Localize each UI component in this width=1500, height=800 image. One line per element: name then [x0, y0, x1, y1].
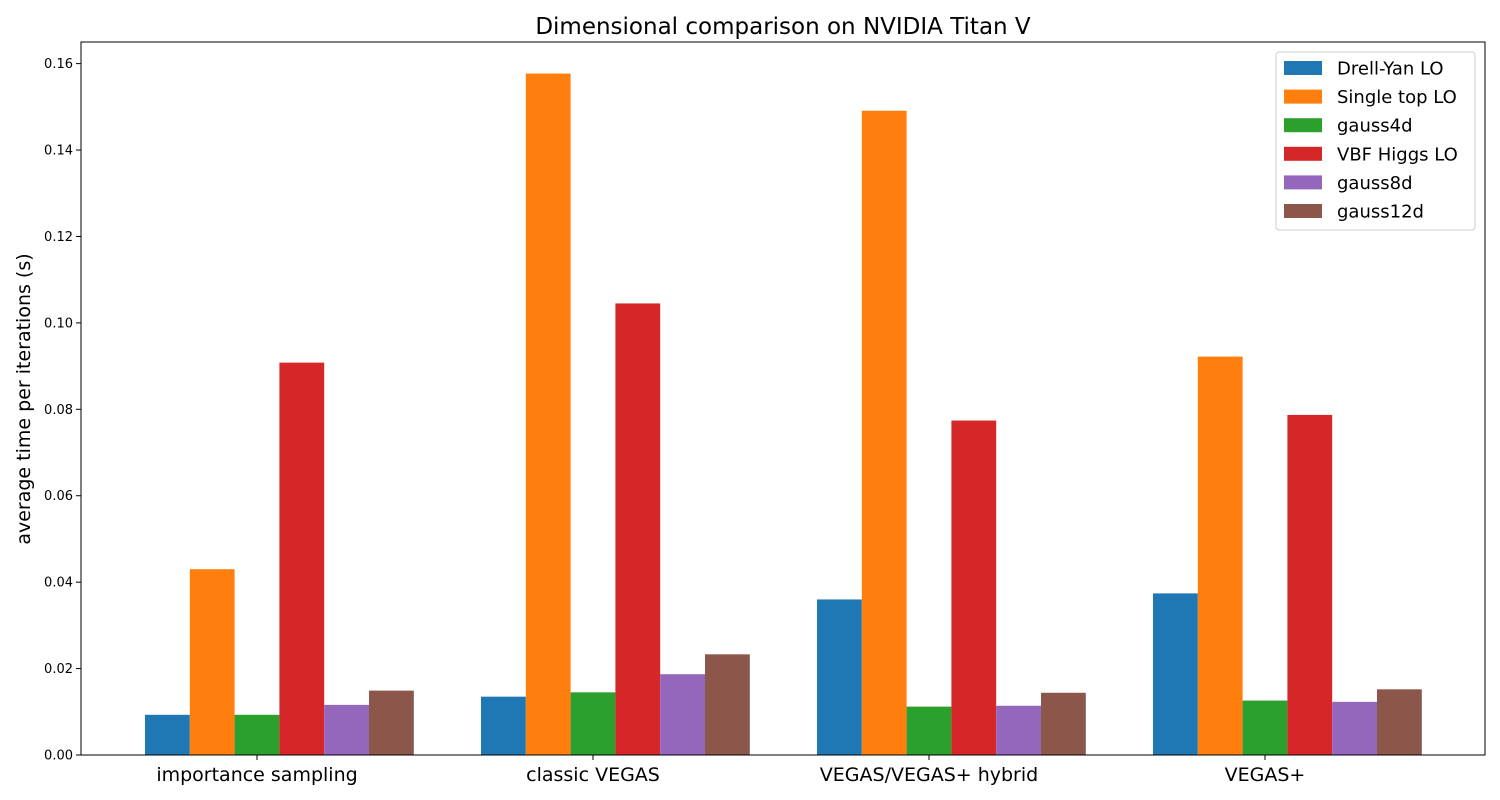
bar-gauss12d-0	[369, 690, 414, 755]
bar-gauss8d-3	[1332, 701, 1377, 755]
legend-label: gauss4d	[1337, 116, 1413, 137]
legend-swatch	[1284, 118, 1322, 133]
bar-single-top-lo-3	[1197, 356, 1243, 755]
legend-label: Single top LO	[1337, 87, 1457, 108]
legend-label: gauss12d	[1337, 202, 1424, 223]
y-tick-label: 0.02	[44, 662, 73, 677]
legend-swatch	[1284, 204, 1322, 218]
bar-drell-yan-lo-3	[1153, 593, 1198, 755]
y-tick-label: 0.00	[44, 749, 73, 764]
x-category-label: classic VEGAS	[526, 764, 660, 786]
y-tick-label: 0.04	[44, 576, 73, 591]
bar-gauss4d-3	[1242, 700, 1288, 755]
legend-swatch	[1284, 61, 1322, 75]
x-category-label: VEGAS+	[1225, 764, 1306, 786]
chart-title: Dimensional comparison on NVIDIA Titan V	[535, 14, 1031, 40]
bar-vbf-higgs-lo-2	[951, 420, 997, 755]
legend-box	[1275, 51, 1476, 231]
bar-drell-yan-lo-1	[481, 696, 526, 755]
x-axis-ticks: importance sampling classic VEGAS VEGAS/VE…	[156, 755, 1305, 786]
bar-single-top-lo-1	[525, 73, 571, 756]
bar-gauss8d-0	[324, 704, 369, 755]
bar-vbf-higgs-lo-0	[279, 362, 325, 755]
legend-label: VBF Higgs LO	[1337, 144, 1458, 165]
bar-gauss8d-1	[660, 674, 705, 755]
y-axis-ticks: 0.00 0.02 0.04 0.06 0.08 0.10 0.12 0.14 0.16	[44, 57, 81, 764]
bar-gauss4d-0	[234, 714, 280, 755]
legend-label: Drell-Yan LO	[1337, 59, 1444, 80]
y-tick-label: 0.14	[44, 144, 73, 159]
bar-gauss4d-1	[570, 692, 616, 755]
y-tick-label: 0.06	[44, 489, 73, 504]
bar-gauss12d-1	[705, 654, 750, 755]
bar-vbf-higgs-lo-1	[615, 303, 661, 755]
bar-vbf-higgs-lo-3	[1287, 414, 1333, 755]
plot-frame	[80, 41, 1486, 756]
legend-swatch	[1284, 89, 1322, 104]
bars-group	[145, 73, 1422, 756]
bar-drell-yan-lo-0	[145, 714, 190, 755]
bar-gauss4d-2	[906, 706, 952, 755]
legend: Drell-Yan LO Single top LO gauss4d VBF Higg…	[1275, 51, 1476, 231]
bar-gauss12d-2	[1041, 692, 1086, 755]
bar-single-top-lo-2	[861, 110, 907, 755]
y-axis-label: average time per iterations (s)	[13, 253, 35, 544]
bar-gauss12d-3	[1377, 689, 1422, 755]
bar-single-top-lo-0	[189, 569, 235, 755]
legend-label: gauss8d	[1337, 173, 1413, 194]
x-category-label: importance sampling	[156, 764, 357, 786]
legend-swatch	[1284, 175, 1322, 190]
y-tick-label: 0.10	[44, 316, 73, 331]
x-category-label: VEGAS/VEGAS+ hybrid	[820, 764, 1038, 786]
y-tick-label: 0.12	[44, 230, 73, 245]
y-tick-label: 0.16	[44, 57, 73, 72]
legend-swatch	[1284, 146, 1322, 161]
y-tick-label: 0.08	[44, 403, 73, 418]
bar-gauss8d-2	[996, 705, 1041, 755]
bar-drell-yan-lo-2	[817, 599, 862, 755]
